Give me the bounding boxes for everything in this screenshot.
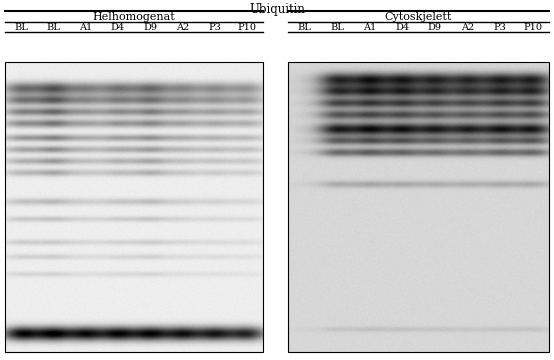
Text: A2: A2	[176, 23, 189, 32]
Text: P10: P10	[523, 23, 542, 32]
Text: BL: BL	[47, 23, 60, 32]
Text: A1: A1	[79, 23, 93, 32]
Text: D9: D9	[428, 23, 442, 32]
Text: Cytoskjelett: Cytoskjelett	[385, 12, 452, 22]
Bar	[288, 62, 549, 352]
Text: P10: P10	[237, 23, 257, 32]
Text: D9: D9	[143, 23, 157, 32]
Text: A2: A2	[461, 23, 474, 32]
Text: Ubiquitin: Ubiquitin	[249, 3, 305, 16]
Text: Helhomogenat: Helhomogenat	[93, 12, 176, 22]
Text: BL: BL	[330, 23, 344, 32]
Text: A1: A1	[363, 23, 376, 32]
Text: BL: BL	[297, 23, 311, 32]
Bar	[5, 62, 263, 352]
Text: BL: BL	[14, 23, 28, 32]
Text: P3: P3	[208, 23, 221, 32]
Text: D4: D4	[395, 23, 409, 32]
Text: P3: P3	[494, 23, 506, 32]
Text: D4: D4	[111, 23, 125, 32]
